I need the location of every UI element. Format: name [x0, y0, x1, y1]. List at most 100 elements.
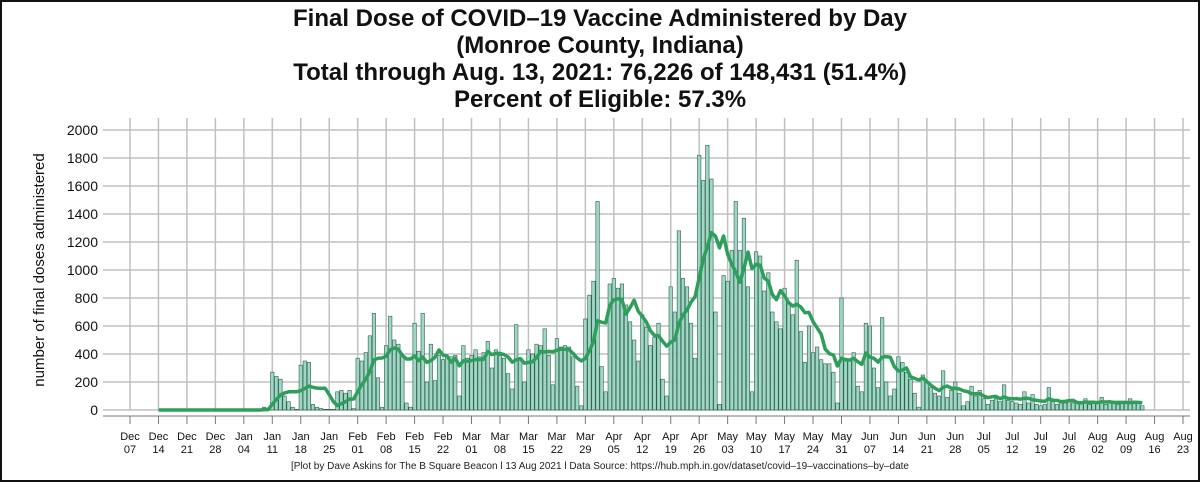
x-tick-label-day: 22 [437, 444, 449, 456]
bar-day [993, 398, 999, 411]
bar-day [428, 343, 433, 411]
bar-day [469, 355, 474, 411]
bar-day [924, 381, 929, 411]
bar-day [835, 402, 840, 411]
x-tick-label-day: 18 [295, 444, 307, 456]
bar-day [562, 345, 568, 411]
bar-day [441, 359, 446, 411]
bar-day [636, 360, 641, 411]
x-tick-label-month: Mar [547, 431, 566, 443]
bar-day [867, 325, 872, 411]
bar-day [611, 278, 616, 411]
bar-day [579, 405, 584, 411]
bar-day [916, 406, 921, 411]
bar-day [998, 401, 1003, 411]
bar-day [892, 388, 897, 411]
x-tick-label-month: Apr [634, 431, 651, 443]
bar-day [928, 387, 933, 411]
bar-day [327, 408, 332, 411]
bar-day [445, 356, 450, 411]
bar-day [514, 324, 519, 411]
x-tick-label-day: 28 [209, 444, 221, 456]
x-tick-label-day: 25 [323, 444, 335, 456]
bar-day [871, 367, 877, 411]
bar-day [782, 287, 787, 411]
bar-day [1038, 405, 1043, 411]
y-tick-label: 1800 [67, 150, 98, 166]
bar-day [937, 395, 942, 411]
bar-day [497, 355, 503, 411]
bar-day [392, 339, 397, 411]
x-tick-label-month: Feb [348, 431, 367, 443]
x-tick-label-day: 07 [864, 444, 876, 456]
bar-day [790, 314, 795, 411]
x-tick-label-month: May [803, 431, 824, 443]
x-tick-label-day: 14 [152, 444, 164, 456]
bar-day [298, 364, 303, 411]
chart-title-line-3: Total through Aug. 13, 2021: 76,226 of 1… [293, 59, 907, 86]
bar-day [1034, 404, 1039, 411]
bar-day [908, 378, 913, 411]
bar-day [355, 357, 360, 411]
x-tick-label-month: Apr [605, 431, 622, 443]
bar-day [408, 406, 413, 411]
bar-day [945, 397, 950, 411]
bar-day [912, 392, 917, 411]
bar-day [904, 371, 909, 411]
x-tick-label-month: Jun [918, 431, 936, 443]
bar-day [762, 290, 767, 411]
bar-day [607, 283, 612, 411]
bar-day [725, 280, 730, 411]
x-tick-label-month: Jul [977, 431, 991, 443]
bar-day [323, 408, 328, 411]
bar-day [896, 356, 901, 411]
bar-day [884, 381, 889, 411]
bar-day [786, 303, 791, 411]
bar-day [737, 250, 742, 411]
bar-day [351, 408, 356, 411]
bar-day [766, 272, 771, 411]
bar-day [286, 401, 291, 411]
bar-day [595, 201, 600, 411]
bar-day [302, 360, 307, 411]
bar-day [815, 346, 820, 411]
bar-day [481, 352, 486, 411]
bar-day [831, 371, 836, 411]
y-tick-label: 1400 [67, 206, 98, 222]
x-tick-label-day: 26 [1063, 444, 1075, 456]
bar-day [957, 392, 962, 411]
bar-day [1026, 402, 1031, 411]
x-tick-label-month: Jun [946, 431, 964, 443]
bar-day [477, 356, 482, 411]
y-tick-label: 600 [75, 318, 99, 334]
bar-day [493, 349, 498, 411]
bar-day [546, 355, 551, 411]
x-tick-label-month: Mar [490, 431, 509, 443]
bar-day [542, 328, 547, 411]
bar-day [331, 408, 336, 411]
bar-day [750, 391, 755, 411]
x-tick-label-day: 29 [579, 444, 591, 456]
x-tick-label-day: 01 [465, 444, 477, 456]
bar-day [774, 321, 779, 411]
bar-day [1128, 398, 1133, 411]
x-tick-label-day: 10 [750, 444, 762, 456]
x-tick-label-day: 07 [124, 444, 136, 456]
bar-day [623, 304, 629, 411]
x-tick-label-month: Apr [662, 431, 679, 443]
bar-day [823, 363, 828, 411]
x-tick-label-month: Aug [1116, 431, 1136, 443]
bar-day [977, 390, 982, 411]
bar-day [709, 178, 714, 411]
bar-day [530, 353, 535, 411]
bar-day [526, 349, 531, 411]
y-tick-label: 1600 [67, 178, 98, 194]
x-tick-label-month: Aug [1088, 431, 1108, 443]
bar-day [603, 391, 608, 411]
x-tick-label-day: 26 [693, 444, 705, 456]
bar-day [1010, 401, 1015, 411]
bar-day [518, 359, 523, 411]
x-tick-label-day: 31 [835, 444, 847, 456]
bar-day [384, 345, 389, 411]
bar-day [489, 367, 494, 411]
